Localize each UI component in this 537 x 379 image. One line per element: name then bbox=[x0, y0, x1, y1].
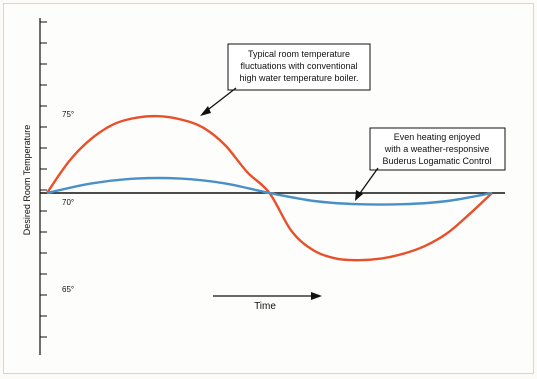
y-axis-title: Desired Room Temperature bbox=[22, 125, 32, 235]
annotation-conventional-line-2: fluctuations with conventional bbox=[240, 61, 357, 71]
y-tick-label-70: 70° bbox=[62, 198, 74, 207]
annotation-logamatic-line-1: Even heating enjoyed bbox=[394, 132, 481, 142]
annotation-box-logamatic bbox=[369, 127, 506, 171]
y-tick-label-75: 75° bbox=[62, 110, 74, 119]
annotation-arrowhead-logamatic bbox=[355, 190, 363, 201]
annotation-arrow-logamatic bbox=[357, 167, 379, 197]
annotation-logamatic-line-2: with a weather-responsive bbox=[384, 144, 490, 154]
y-tick-label-65: 65° bbox=[62, 285, 74, 294]
annotation-conventional-line-1: Typical room temperature bbox=[248, 49, 350, 59]
series-line-logamatic-control bbox=[46, 176, 493, 206]
x-axis-title: Time bbox=[254, 301, 276, 312]
y-axis-ticks bbox=[40, 21, 47, 338]
annotation-box-conventional bbox=[227, 43, 371, 91]
annotation-arrow-conventional bbox=[204, 87, 237, 113]
annotation-logamatic-line-3: Buderus Logamatic Control bbox=[382, 156, 491, 166]
annotation-conventional-line-3: high water temperature boiler. bbox=[239, 73, 358, 83]
annotation-arrowhead-conventional bbox=[200, 106, 211, 116]
time-arrowhead bbox=[311, 292, 322, 300]
